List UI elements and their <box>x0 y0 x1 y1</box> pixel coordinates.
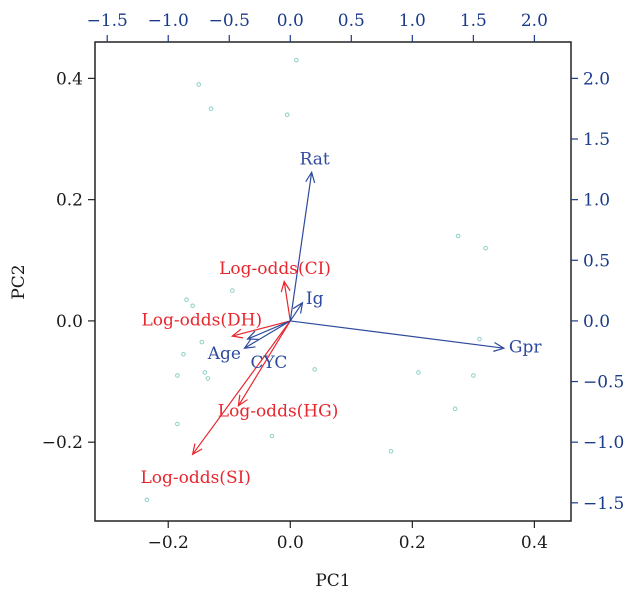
variable-1-label: Gpr <box>509 338 542 358</box>
variable-2-head <box>292 301 304 314</box>
right-tick-label-1: −1.0 <box>583 433 624 453</box>
right-tick-label-4: 0.5 <box>583 251 610 271</box>
data-point-9 <box>477 336 482 342</box>
variable-1-arrow <box>290 320 506 352</box>
data-point-12 <box>202 370 208 375</box>
right-tick-label-2: −0.5 <box>583 373 624 393</box>
response-3-shaft <box>192 320 291 455</box>
arrows <box>191 170 506 456</box>
variable-0-shaft <box>289 172 313 321</box>
data-point-4 <box>455 233 461 239</box>
top-tick-label-5: 1.0 <box>399 11 426 31</box>
data-point-20 <box>269 433 275 439</box>
top-tick-label-4: 0.5 <box>338 11 365 31</box>
variable-0-arrow <box>289 170 316 321</box>
data-point-17 <box>471 373 476 378</box>
response-2-shaft <box>237 320 291 407</box>
variable-4-arrow <box>243 320 291 349</box>
variable-3-head <box>246 330 259 340</box>
right-tick-label-5: 1.0 <box>583 191 610 211</box>
variable-1-head <box>493 341 506 352</box>
response-1-head <box>230 328 244 339</box>
variable-1-shaft <box>290 320 504 349</box>
right-tick-label-6: 1.5 <box>583 130 610 150</box>
x-tick-label-1: 0.0 <box>277 533 304 553</box>
data-point-22 <box>144 497 150 503</box>
right-tick-label-7: 2.0 <box>583 69 610 89</box>
response-0-head <box>280 280 291 293</box>
data-point-1 <box>294 57 299 63</box>
data-point-5 <box>483 245 488 251</box>
response-2-label: Log-odds(HG) <box>218 401 339 421</box>
data-point-13 <box>205 376 211 381</box>
variable-0-head <box>305 170 316 184</box>
data-points <box>144 57 488 503</box>
response-2-head <box>237 394 248 408</box>
data-point-2 <box>208 106 214 111</box>
data-point-21 <box>388 448 394 454</box>
y-tick-label-3: 0.4 <box>56 69 83 89</box>
response-3-head <box>191 443 203 456</box>
right-axis: −1.5 −1.0 −0.5 0.0 0.5 1.0 1.5 2.0 <box>571 69 624 514</box>
data-point-6 <box>184 297 189 302</box>
data-point-18 <box>452 406 458 412</box>
response-3-label: Log-odds(SI) <box>140 468 251 488</box>
response-2-arrow <box>237 320 291 408</box>
data-point-14 <box>175 373 180 378</box>
response-0-arrow <box>280 280 291 322</box>
data-point-3 <box>284 112 290 118</box>
top-axis: −1.5 −1.0 −0.5 0.0 0.5 1.0 1.5 2.0 <box>87 11 548 42</box>
variable-3-shaft <box>247 320 291 340</box>
data-point-10 <box>181 351 186 357</box>
response-0-shaft <box>283 281 291 322</box>
variable-4-shaft <box>244 320 291 349</box>
data-point-7 <box>190 303 195 309</box>
variable-3-label: Age <box>207 344 241 364</box>
top-tick-label-3: 0.0 <box>277 11 304 31</box>
left-axis: −0.2 0.0 0.2 0.4 <box>42 69 95 453</box>
y-axis-label: PC2 <box>9 264 29 299</box>
y-tick-label-1: 0.0 <box>56 312 83 332</box>
x-tick-label-2: 0.2 <box>399 533 426 553</box>
variable-2-shaft <box>289 302 303 322</box>
response-1-arrow <box>230 320 291 339</box>
top-tick-label-2: −0.5 <box>209 11 250 31</box>
variable-3-arrow <box>246 320 291 340</box>
data-point-11 <box>199 339 205 345</box>
variable-0-label: Rat <box>300 150 330 170</box>
bottom-axis: −0.2 0.0 0.2 0.4 <box>148 521 548 553</box>
data-point-15 <box>312 367 317 372</box>
top-tick-label-1: −1.0 <box>148 11 189 31</box>
response-1-shaft <box>232 320 291 337</box>
data-point-8 <box>230 288 235 293</box>
response-1-label: Log-odds(DH) <box>141 310 262 330</box>
top-tick-label-7: 2.0 <box>521 11 548 31</box>
data-point-0 <box>196 82 202 87</box>
y-tick-label-2: 0.2 <box>56 191 83 211</box>
y-tick-label-0: −0.2 <box>42 433 83 453</box>
response-3-arrow <box>191 320 291 456</box>
right-tick-label-3: 0.0 <box>583 312 610 332</box>
x-axis-label: PC1 <box>315 571 350 591</box>
right-tick-label-0: −1.5 <box>583 494 624 514</box>
plot-frame <box>94 41 572 522</box>
top-tick-label-0: −1.5 <box>87 11 128 31</box>
x-tick-label-0: −0.2 <box>148 533 189 553</box>
data-point-19 <box>175 421 180 427</box>
arrow-labels: Log-odds(CI) Log-odds(DH) Log-odds(HG) Log-… <box>140 150 542 488</box>
variable-4-head <box>243 338 256 349</box>
data-point-16 <box>416 370 421 375</box>
top-tick-label-6: 1.5 <box>460 11 487 31</box>
x-tick-label-3: 0.4 <box>521 533 548 553</box>
variable-2-label: Ig <box>306 289 324 309</box>
variable-4-label: CYC <box>250 353 287 373</box>
response-0-label: Log-odds(CI) <box>219 259 331 279</box>
variable-2-arrow <box>289 301 304 322</box>
